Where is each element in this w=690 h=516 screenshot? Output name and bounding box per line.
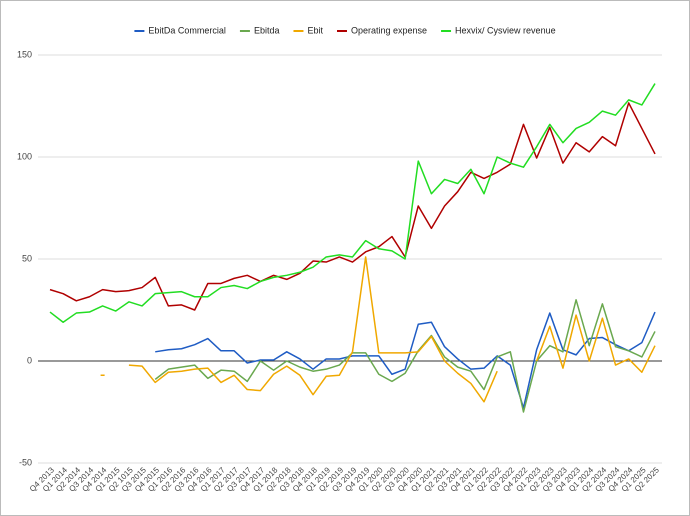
y-tick-label: 100	[17, 151, 32, 161]
series-line	[49, 83, 656, 323]
legend-label: Ebit	[307, 25, 323, 35]
legend-label: Operating expense	[351, 25, 427, 35]
legend: EbitDa Commercial Ebitda Ebit Operating exp…	[134, 25, 556, 35]
y-tick-label: 150	[17, 49, 32, 59]
legend-label: Ebitda	[254, 25, 280, 35]
y-tick-label: -50	[19, 457, 32, 467]
series-line	[154, 299, 656, 413]
series-line	[100, 256, 656, 403]
legend-label: EbitDa Commercial	[148, 25, 226, 35]
y-tick-label: 50	[22, 253, 32, 263]
series-line	[155, 311, 656, 409]
y-tick-label: 0	[27, 355, 32, 365]
series-line	[49, 102, 656, 311]
legend-label: Hexvix/ Cysview revenue	[455, 25, 556, 35]
